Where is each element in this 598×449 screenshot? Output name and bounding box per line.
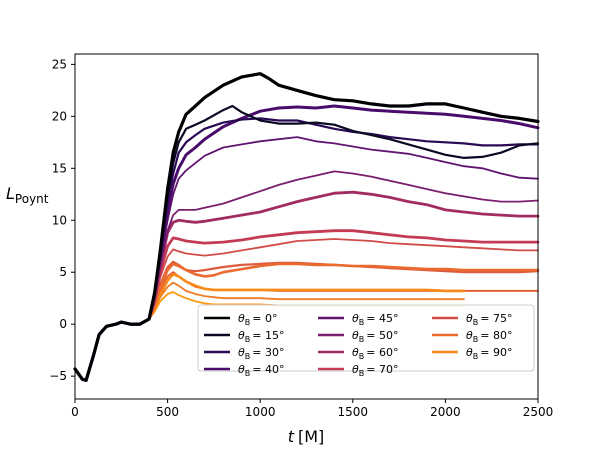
x-axis-label: t [M]: [288, 427, 325, 446]
legend-label: θB = 75°: [466, 312, 512, 327]
legend-label: θB = 15°: [238, 329, 284, 344]
plot-frame: [74, 53, 539, 400]
legend-label: θB = 50°: [352, 329, 398, 344]
legend-label: θB = 90°: [466, 346, 512, 361]
legend-label: θB = 40°: [238, 363, 284, 378]
y-tick-label: 25: [52, 57, 67, 71]
legend-entries: θB = 0° θB = 15° θB = 30° θB = 40° θB = 45° θB = 50…: [204, 312, 512, 378]
x-tick-label: 1500: [338, 405, 369, 419]
x-tick-label: 2000: [430, 405, 461, 419]
x-tick-label: 500: [156, 405, 179, 419]
y-tick-label: 20: [52, 109, 67, 123]
x-tick-label: 1000: [245, 405, 276, 419]
legend-label: θB = 80°: [466, 329, 512, 344]
x-tick-label: 2500: [523, 405, 554, 419]
legend-label: θB = 45°: [352, 312, 398, 327]
legend-box: [197, 304, 535, 372]
y-tick-label: 0: [59, 317, 67, 331]
y-axis-label: LPoynt: [6, 184, 49, 206]
series-line-0: [73, 72, 540, 382]
legend-label: θB = 60°: [352, 346, 398, 361]
legend: θB = 0° θB = 15° θB = 30° θB = 40° θB = 45° θB = 50…: [197, 304, 535, 378]
x-tick-label: 0: [71, 405, 79, 419]
x-axis-ticks: 0 500 1000 1500 2000 2500: [71, 399, 553, 419]
legend-label: θB = 30°: [238, 346, 284, 361]
y-tick-label: 15: [52, 161, 67, 175]
y-tick-label: −5: [49, 369, 67, 383]
y-tick-label: 10: [52, 213, 67, 227]
series-layer: [73, 72, 540, 382]
legend-label: θB = 0°: [238, 312, 277, 327]
y-tick-label: 5: [59, 265, 67, 279]
y-axis-ticks: −5 0 5 10 15 20 25: [49, 57, 75, 383]
legend-label: θB = 70°: [352, 363, 398, 378]
